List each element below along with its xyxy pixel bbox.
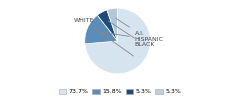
Wedge shape: [85, 15, 118, 44]
Text: A.I.: A.I.: [116, 18, 145, 36]
Legend: 73.7%, 15.8%, 5.3%, 5.3%: 73.7%, 15.8%, 5.3%, 5.3%: [56, 86, 184, 97]
Wedge shape: [85, 8, 150, 74]
Wedge shape: [107, 8, 118, 41]
Text: HISPANIC: HISPANIC: [98, 32, 164, 42]
Wedge shape: [97, 10, 118, 41]
Text: BLACK: BLACK: [108, 21, 155, 47]
Text: WHITE: WHITE: [73, 18, 133, 56]
